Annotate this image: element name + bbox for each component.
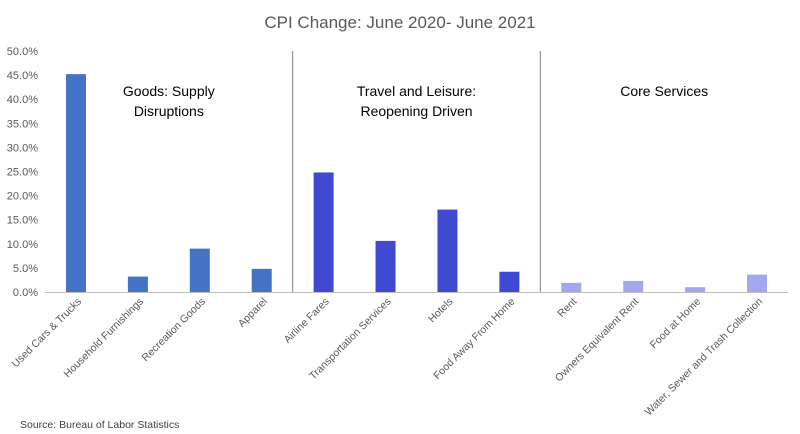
y-tick-label: 10.0%	[7, 239, 38, 251]
x-tick-label: Recreation Goods	[140, 296, 208, 364]
bar	[189, 248, 210, 292]
bar	[623, 280, 644, 292]
chart-title: CPI Change: June 2020- June 2021	[264, 13, 535, 32]
x-tick-label: Water, Sewer and Trash Collection	[643, 296, 766, 419]
y-tick-label: 50.0%	[7, 46, 38, 58]
y-tick-label: 20.0%	[7, 191, 38, 203]
bars	[65, 74, 768, 292]
x-tick-label: Food at Home	[648, 296, 704, 352]
y-tick-label: 15.0%	[7, 215, 38, 227]
bar	[747, 274, 768, 292]
group-label: Reopening Driven	[360, 103, 472, 119]
y-tick-label: 5.0%	[13, 263, 38, 275]
group-label: Core Services	[620, 83, 708, 99]
bar	[685, 287, 706, 292]
y-tick-label: 45.0%	[7, 70, 38, 82]
group-labels: Goods: Supply Disruptions Travel and Leisu…	[123, 83, 708, 119]
bar	[313, 172, 334, 292]
x-tick-label: Apparel	[236, 296, 270, 330]
y-tick-label: 35.0%	[7, 118, 38, 130]
y-tick-label: 40.0%	[7, 94, 38, 106]
group-separators	[292, 51, 541, 292]
x-tick-label: Airline Fares	[282, 296, 332, 346]
y-tick-label: 0.0%	[13, 287, 38, 299]
bar	[437, 209, 458, 292]
source-note: Source: Bureau of Labor Statistics	[20, 419, 179, 431]
bar	[127, 276, 148, 292]
x-tick-label: Rent	[555, 296, 579, 320]
y-tick-label: 25.0%	[7, 167, 38, 179]
bar	[251, 268, 272, 292]
x-tick-label: Hotels	[426, 296, 456, 326]
group-label: Travel and Leisure:	[357, 83, 476, 99]
group-label: Disruptions	[134, 103, 204, 119]
group-label: Goods: Supply	[123, 83, 215, 99]
bar	[499, 271, 520, 292]
bar	[561, 282, 582, 292]
bar	[65, 74, 86, 292]
bar	[375, 240, 396, 292]
y-axis: 0.0% 5.0% 10.0% 15.0% 20.0% 25.0% 30.0% 35.0% 40…	[7, 46, 38, 299]
y-tick-label: 30.0%	[7, 142, 38, 154]
